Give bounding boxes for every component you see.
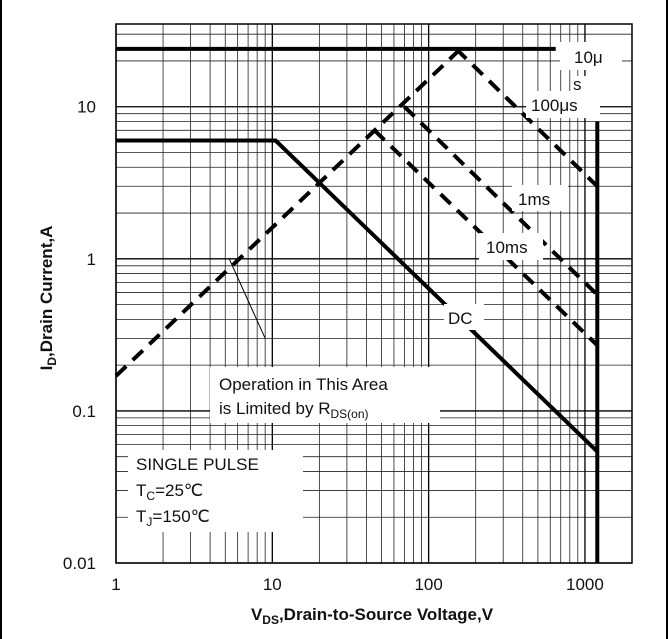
- x-tick-label: 1: [111, 575, 120, 594]
- rds-on-annotation: Operation in This Area is Limited by RDS…: [210, 258, 440, 423]
- series-10ms-line: [373, 128, 599, 347]
- x-tick-labels: 1 10 100 1000: [111, 575, 604, 594]
- rds-on-limit-line: [114, 47, 462, 378]
- svg-text:Operation in This Area: Operation in This Area: [219, 375, 388, 394]
- soa-curves: [114, 46, 600, 563]
- annotation-pointer: [228, 258, 266, 339]
- x-tick-label: 10: [263, 575, 282, 594]
- x-axis-title: VDS,Drain-to-Source Voltage,V: [251, 605, 494, 627]
- x-tick-label: 100: [414, 575, 442, 594]
- y-axis-title: ID,Drain Current,A: [37, 226, 59, 371]
- single-pulse-label: SINGLE PULSE: [136, 455, 259, 474]
- svg-text:10ms: 10ms: [486, 238, 528, 257]
- y-tick-label: 1: [87, 250, 96, 269]
- label-10us: 10μ s: [560, 42, 622, 94]
- y-tick-label: 10: [77, 98, 96, 117]
- label-10ms: 10ms: [479, 233, 543, 260]
- y-tick-label: 0.1: [72, 402, 96, 421]
- tc-label: TC=25℃: [136, 481, 203, 503]
- svg-text:DC: DC: [448, 309, 473, 328]
- x-tick-label: 1000: [566, 575, 604, 594]
- label-100us: 100μs: [526, 91, 600, 118]
- test-conditions: SINGLE PULSE TC=25℃ TJ=150℃: [128, 450, 303, 532]
- plot-area-frame: [115, 23, 633, 564]
- svg-text:100μs: 100μs: [531, 96, 578, 115]
- y-tick-labels: 10 1 0.1 0.01: [63, 98, 96, 573]
- svg-text:is Limited by RDS(on): is Limited by RDS(on): [219, 399, 369, 421]
- series-1ms-line: [403, 105, 599, 297]
- y-tick-label: 0.01: [63, 554, 96, 573]
- svg-text:10μ: 10μ: [574, 48, 603, 67]
- svg-text:1ms: 1ms: [518, 190, 550, 209]
- label-1ms: 1ms: [512, 185, 568, 211]
- label-dc: DC: [444, 304, 484, 330]
- series-dc-line: [116, 138, 599, 454]
- tj-label: TJ=150℃: [136, 507, 210, 529]
- svg-text:s: s: [573, 75, 582, 94]
